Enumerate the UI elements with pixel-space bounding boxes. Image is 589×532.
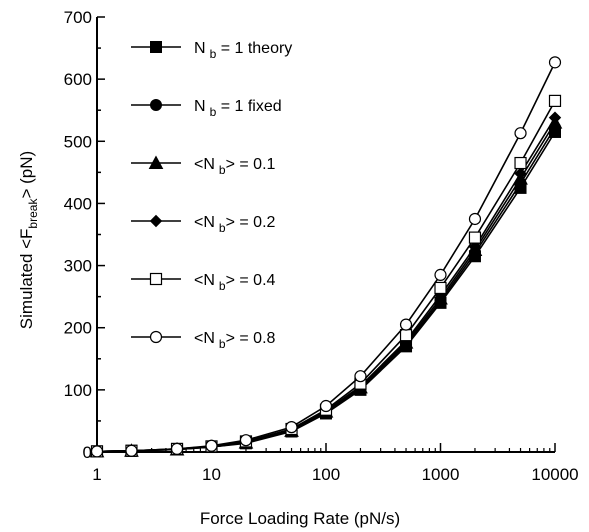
data-point xyxy=(514,156,527,170)
data-point xyxy=(468,240,482,254)
legend-label: <N b> = 0.4 xyxy=(194,272,276,293)
data-point xyxy=(548,111,562,124)
data-point xyxy=(514,167,527,180)
x-tick-label: 1 xyxy=(92,465,101,484)
data-point xyxy=(319,399,333,413)
legend-label-suffix: > = 0.8 xyxy=(226,330,276,347)
legend-marker xyxy=(150,99,162,111)
data-point xyxy=(548,56,562,69)
series-line xyxy=(96,100,556,453)
legend-item: <N b> = 0.1 xyxy=(131,155,276,177)
y-tick-label: 500 xyxy=(64,132,92,151)
legend-label-subscript: b xyxy=(219,279,226,293)
y-axis-title-suffix: > (pN) xyxy=(17,151,36,199)
plot-area xyxy=(89,56,563,458)
data-point xyxy=(399,329,413,342)
x-tick-label: 100 xyxy=(312,465,340,484)
data-point xyxy=(434,281,447,295)
legend-label-subscript: b xyxy=(210,47,217,61)
y-tick-label: 400 xyxy=(64,194,92,213)
data-point xyxy=(354,370,367,383)
legend-label-subscript: b xyxy=(210,105,217,119)
data-point xyxy=(468,231,482,244)
x-tick-label: 1000 xyxy=(422,465,460,484)
legend-item: <N b> = 0.2 xyxy=(131,214,276,235)
data-point xyxy=(434,268,447,281)
legend-label-main: N xyxy=(194,40,206,57)
y-tick-label: 700 xyxy=(64,8,92,27)
data-point xyxy=(170,442,184,455)
legend-item: <N b> = 0.8 xyxy=(131,330,276,351)
data-point xyxy=(239,434,253,447)
legend-marker xyxy=(149,272,163,286)
y-tick-label: 0 xyxy=(83,443,92,462)
data-point xyxy=(399,318,413,331)
legend-marker xyxy=(150,41,162,53)
y-tick-label: 100 xyxy=(64,381,92,400)
y-tick-label: 200 xyxy=(64,319,92,338)
legend-label-main: <N xyxy=(194,214,215,231)
legend-label-subscript: b xyxy=(219,337,226,351)
legend-label-suffix: > = 0.4 xyxy=(226,272,276,289)
legend-label: <N b> = 0.8 xyxy=(194,330,276,351)
legend-label-subscript: b xyxy=(219,221,226,235)
legend-item: <N b> = 0.4 xyxy=(131,272,276,293)
data-point xyxy=(205,439,218,452)
legend-marker xyxy=(149,330,163,344)
series-line xyxy=(96,62,556,453)
data-point xyxy=(285,421,298,434)
y-axis-title-main: Simulated <F xyxy=(17,229,36,330)
data-point xyxy=(468,212,482,226)
legend-label-suffix: > = 0.1 xyxy=(226,156,276,173)
legend-label-suffix: = 1 fixed xyxy=(216,98,281,115)
legend-label: <N b> = 0.1 xyxy=(194,156,276,177)
legend-label-main: <N xyxy=(194,330,215,347)
x-tick-label: 10000 xyxy=(531,465,578,484)
y-tick-label: 300 xyxy=(64,257,92,276)
legend-label-main: <N xyxy=(194,272,215,289)
legend-label-suffix: > = 0.2 xyxy=(226,214,276,231)
data-point xyxy=(90,445,104,458)
x-axis-title: Force Loading Rate (pN/s) xyxy=(200,509,400,528)
legend-label: <N b> = 0.2 xyxy=(194,214,276,235)
data-point xyxy=(514,127,527,140)
series-5 xyxy=(90,56,562,458)
legend-label-subscript: b xyxy=(219,163,226,177)
data-point xyxy=(548,94,562,107)
y-axis-title: Simulated <Fbreak> (pN) xyxy=(17,151,40,329)
legend-label-suffix: = 1 theory xyxy=(216,40,292,57)
y-tick-label: 600 xyxy=(64,70,92,89)
y-axis-title-subscript: break xyxy=(26,198,40,229)
legend-label-main: N xyxy=(194,98,206,115)
x-tick-label: 10 xyxy=(202,465,221,484)
legend-marker xyxy=(148,155,164,169)
data-point xyxy=(125,444,138,457)
legend-marker xyxy=(149,214,163,228)
legend-label-main: <N xyxy=(194,156,215,173)
